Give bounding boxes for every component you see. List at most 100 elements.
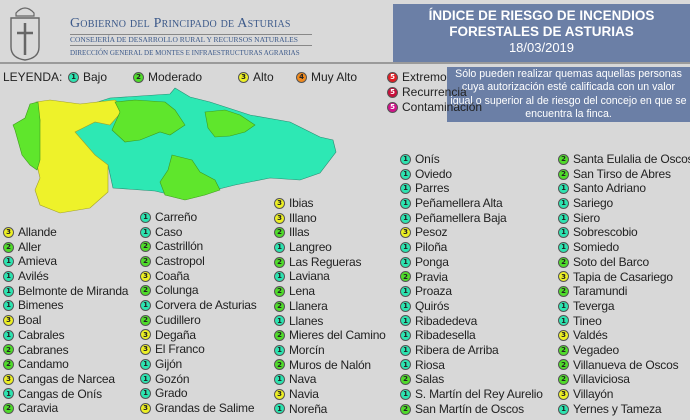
risk-badge-icon: 3: [558, 330, 569, 342]
municipality-name: Riosa: [415, 357, 445, 372]
municipality-item: 3 Villayón: [558, 387, 690, 402]
consejeria-label: CONSEJERÍA DE DESARROLLO RURAL Y RECURSO…: [70, 34, 312, 46]
risk-badge-icon: 3: [140, 402, 151, 414]
risk-badge-icon: 1: [400, 300, 411, 312]
risk-badge-icon: 1: [558, 403, 569, 415]
municipality-item: 1 Corvera de Asturias: [140, 298, 257, 313]
risk-badge-icon: 1: [68, 71, 79, 83]
risk-badge-icon: 2: [3, 344, 14, 356]
municipality-item: 3 Navia: [274, 387, 386, 402]
municipality-item: 1 Langreo: [274, 240, 386, 255]
municipality-name: San Tirso de Abres: [573, 166, 671, 181]
municipality-item: 2 Villanueva de Oscos: [558, 358, 690, 373]
municipality-item: 3 Grandas de Salime: [140, 401, 257, 416]
municipality-item: 1 Peñamellera Alta: [400, 196, 543, 211]
municipality-name: Tapia de Casariego: [573, 269, 673, 284]
risk-badge-icon: 2: [558, 359, 569, 371]
municipality-name: Taramundi: [573, 284, 628, 299]
municipality-item: 2 Vegadeo: [558, 343, 690, 358]
municipality-name: Caravia: [18, 401, 58, 416]
map-region-moderado-central-north: [111, 99, 186, 143]
risk-badge-icon: 1: [3, 329, 14, 341]
risk-badge-icon: 2: [558, 168, 569, 180]
municipality-item: 2 San Tirso de Abres: [558, 167, 690, 182]
municipality-name: Pravia: [415, 269, 448, 284]
risk-badge-icon: 1: [400, 359, 411, 371]
risk-badge-icon: 1: [400, 256, 411, 268]
municipality-item: 1 Riosa: [400, 358, 543, 373]
municipality-name: Ribadedeva: [415, 313, 478, 328]
government-title: Gobierno del Principado de Asturias: [70, 16, 291, 31]
municipality-item: 1 Bimenes: [3, 298, 128, 313]
municipality-item: 3 Boal: [3, 313, 128, 328]
municipality-item: 3 Coaña: [140, 269, 257, 284]
municipality-name: Peñamellera Alta: [415, 196, 503, 211]
municipality-name: Gijón: [155, 356, 183, 371]
asturias-coat-of-arms-logo: [10, 7, 40, 61]
municipality-item: 1 Sobrescobio: [558, 225, 690, 240]
legend-item-moderado: 2 Moderado: [133, 70, 202, 84]
municipality-item: 1 Nava: [274, 372, 386, 387]
risk-badge-icon: 1: [3, 270, 14, 282]
municipality-item: 2 Llanera: [274, 299, 386, 314]
risk-badge-icon: 1: [400, 241, 411, 253]
map-region-moderado-east: [204, 109, 256, 138]
risk-badge-icon: 3: [274, 388, 285, 400]
municipality-column-3: 3 Ibias 3 Illano 2 Illas 1 Langreo 2 Las Regueras…: [274, 196, 386, 416]
title-box: ÍNDICE DE RIESGO DE INCENDIOS FORESTALES…: [393, 4, 690, 62]
municipality-item: 2 Colunga: [140, 283, 257, 298]
municipality-name: Cangas de Onís: [18, 386, 102, 401]
municipality-item: 1 Avilés: [3, 269, 128, 284]
municipality-name: Muros de Nalón: [289, 357, 371, 372]
risk-badge-icon: 1: [400, 197, 411, 209]
municipality-name: Noreña: [289, 401, 328, 416]
risk-badge-icon: 1: [400, 286, 411, 298]
municipality-item: 1 Teverga: [558, 299, 690, 314]
risk-badge-icon: 1: [400, 212, 411, 224]
legend-label: LEYENDA:: [3, 70, 63, 84]
risk-badge-icon: 2: [140, 285, 151, 297]
risk-badge-icon: 2: [274, 330, 285, 342]
risk-badge-icon: 1: [274, 315, 285, 327]
municipality-name: Villanueva de Oscos: [573, 357, 679, 372]
municipality-item: 2 Las Regueras: [274, 255, 386, 270]
municipality-name: Tineo: [573, 313, 602, 328]
direccion-label: DIRECCIÓN GENERAL DE MONTES E INFRAESTRU…: [70, 49, 300, 57]
municipality-item: 2 Soto del Barco: [558, 255, 690, 270]
risk-badge-icon: 1: [400, 153, 411, 165]
municipality-name: Pesoz: [415, 225, 448, 240]
risk-badge-icon: 2: [3, 241, 14, 253]
municipality-column-4: 1 Onís 1 Oviedo 1 Parres 1 Peñamellera Alta 1 Peñ…: [400, 152, 543, 416]
risk-badge-icon: 2: [140, 241, 151, 253]
risk-badge-icon: 1: [140, 373, 151, 385]
asturias-risk-map: [12, 87, 337, 214]
municipality-item: 2 Lena: [274, 284, 386, 299]
municipality-name: Valdés: [573, 328, 608, 343]
legend-item-label: Alto: [253, 70, 274, 84]
municipality-item: 3 Degaña: [140, 328, 257, 343]
municipality-item: 1 Somiedo: [558, 240, 690, 255]
risk-badge-icon: 2: [274, 285, 285, 297]
municipality-name: Soto del Barco: [573, 254, 649, 269]
municipality-item: 1 Cangas de Onís: [3, 387, 128, 402]
municipality-item: 3 Pesoz: [400, 225, 543, 240]
municipality-item: 3 Tapia de Casariego: [558, 270, 690, 285]
municipality-item: 1 Ribera de Arriba: [400, 343, 543, 358]
municipality-item: 1 Oviedo: [400, 167, 543, 182]
risk-badge-icon: 2: [274, 359, 285, 371]
municipality-item: 1 Santo Adriano: [558, 181, 690, 196]
legend-item-bajo: 1 Bajo: [68, 70, 107, 84]
report-date: 18/03/2019: [508, 40, 575, 55]
municipality-name: Caso: [155, 224, 183, 239]
municipality-name: San Martín de Oscos: [415, 401, 524, 416]
risk-badge-icon: 2: [400, 403, 411, 415]
municipality-item: 1 Gozón: [140, 372, 257, 387]
municipality-name: Cabrales: [18, 327, 65, 342]
risk-badge-icon: 1: [274, 344, 285, 356]
municipality-name: Llanes: [289, 313, 324, 328]
risk-badge-icon: 2: [274, 256, 285, 268]
municipality-name: Las Regueras: [289, 254, 362, 269]
municipality-name: Cabranes: [18, 342, 69, 357]
municipality-name: Quirós: [415, 298, 450, 313]
municipality-name: Mieres del Camino: [289, 328, 386, 343]
